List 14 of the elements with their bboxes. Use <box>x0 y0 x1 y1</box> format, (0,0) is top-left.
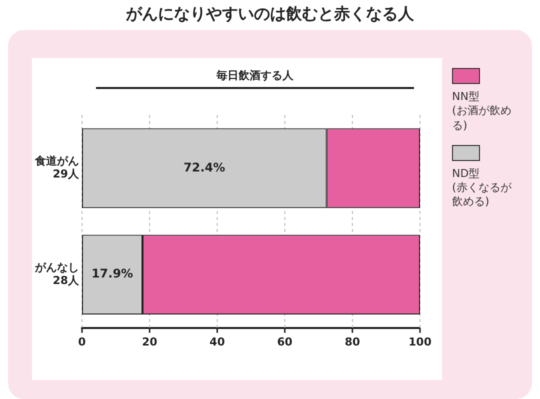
y-tick-label: がんなし 28人 <box>34 260 80 288</box>
x-tick-label: 100 <box>408 335 432 348</box>
y-tick-label: 食道がん 29人 <box>34 154 80 181</box>
x-tick-label: 40 <box>210 335 226 348</box>
data-label: 72.4% <box>184 160 226 174</box>
data-label: 17.9% <box>91 266 134 281</box>
x-tick-label: 20 <box>142 335 158 348</box>
x-tick-label: 80 <box>344 335 360 348</box>
chart-title: がんになりやすいのは飲むと赤くなる人 <box>125 4 415 25</box>
chart-subtitle: 毎日飲酒する人 <box>96 68 414 89</box>
legend-label: NN型 (お酒が飲める) <box>452 90 512 133</box>
x-tick-label: 60 <box>277 335 293 348</box>
legend-label: ND型 (赤くなるが飲める) <box>452 166 512 210</box>
x-tick-label: 0 <box>78 335 86 348</box>
